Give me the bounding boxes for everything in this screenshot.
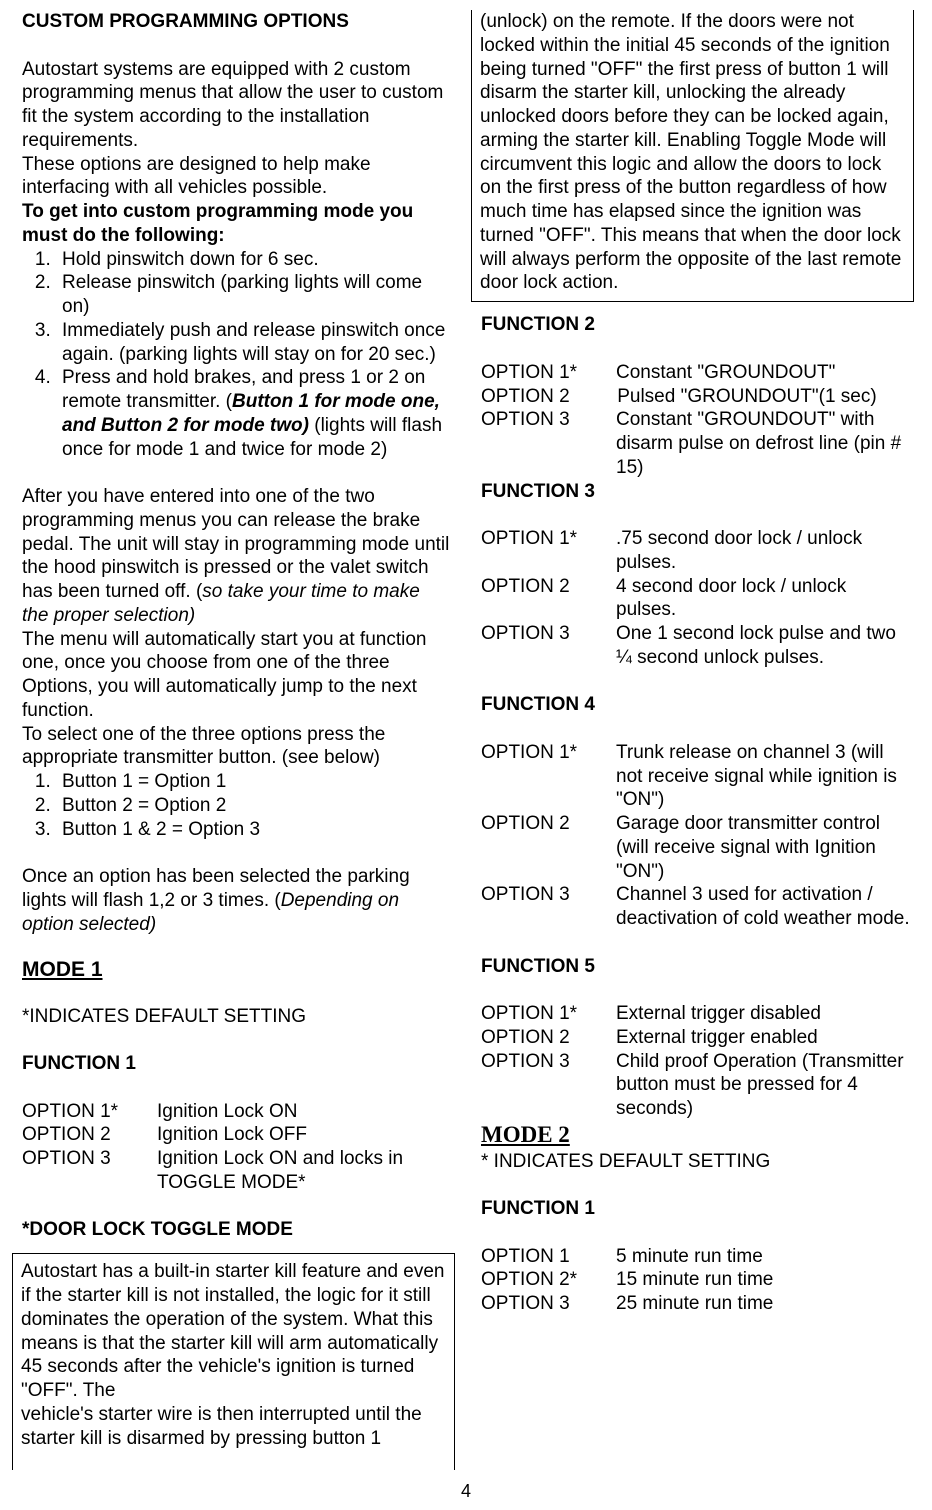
mode1-title: MODE 1 — [22, 957, 451, 983]
paragraph: After you have entered into one of the t… — [22, 485, 451, 628]
option-row: OPTION 3Channel 3 used for activation / … — [481, 883, 910, 931]
option-label: OPTION 2 — [481, 386, 570, 407]
option-desc: Pulsed "GROUNDOUT"(1 sec) — [617, 386, 876, 407]
list-item: Button 1 = Option 1 — [56, 770, 451, 794]
option-row: OPTION 1*External trigger disabled — [481, 1002, 910, 1026]
option-row: OPTION 3Child proof Operation (Transmitt… — [481, 1050, 910, 1121]
option-desc: .75 second door lock / unlock pulses. — [616, 527, 910, 575]
intro-paragraph: These options are designed to help make … — [22, 153, 451, 201]
option-row: OPTION 15 minute run time — [481, 1245, 910, 1269]
paragraph: To select one of the three options press… — [22, 723, 451, 771]
option-label: OPTION 2 — [481, 812, 616, 883]
option-row: OPTION 24 second door lock / unlock puls… — [481, 575, 910, 623]
toggle-mode-box-part1: Autostart has a built-in starter kill fe… — [12, 1253, 455, 1403]
option-label: OPTION 3 — [481, 622, 616, 670]
option-label: OPTION 2* — [481, 1268, 616, 1292]
option-desc: 4 second door lock / unlock pulses. — [616, 575, 910, 623]
option-label: OPTION 2 — [481, 1026, 616, 1050]
option-label: OPTION 1* — [481, 527, 616, 575]
option-label: OPTION 3 — [481, 883, 616, 931]
paragraph: Once an option has been selected the par… — [22, 865, 451, 936]
page-number: 4 — [0, 1480, 932, 1509]
option-row: OPTION 2 Pulsed "GROUNDOUT"(1 sec) — [481, 385, 910, 409]
option-row: OPTION 2*15 minute run time — [481, 1268, 910, 1292]
function-title: FUNCTION 1 — [22, 1052, 451, 1076]
list-item: Release pinswitch (parking lights will c… — [56, 271, 451, 319]
list-item: Button 1 & 2 = Option 3 — [56, 818, 451, 842]
option-row: OPTION 2Garage door transmitter control … — [481, 812, 910, 883]
option-label: OPTION 3 — [481, 1292, 616, 1316]
entry-steps-list: Hold pinswitch down for 6 sec. Release p… — [22, 248, 451, 462]
intro-instruction: To get into custom programming mode you … — [22, 200, 451, 248]
function-title: FUNCTION 3 — [481, 480, 910, 504]
option-desc: External trigger enabled — [616, 1026, 910, 1050]
option-desc: Ignition Lock ON — [157, 1100, 451, 1124]
option-label: OPTION 2 — [22, 1123, 157, 1147]
option-row: OPTION 3One 1 second lock pulse and two … — [481, 622, 910, 670]
option-row: OPTION 1*Trunk release on channel 3 (wil… — [481, 741, 910, 812]
option-row: OPTION 1*Ignition Lock ON — [22, 1100, 451, 1124]
default-note: *INDICATES DEFAULT SETTING — [22, 1005, 451, 1029]
option-label: OPTION 1* — [481, 741, 616, 812]
function-title: FUNCTION 2 — [481, 313, 910, 337]
option-label: OPTION 1* — [22, 1100, 157, 1124]
option-label: OPTION 1 — [481, 1245, 616, 1269]
list-item: Button 2 = Option 2 — [56, 794, 451, 818]
list-item: Hold pinswitch down for 6 sec. — [56, 248, 451, 272]
list-item: Press and hold brakes, and press 1 or 2 … — [56, 366, 451, 461]
option-label: OPTION 1* — [481, 1002, 616, 1026]
option-label: OPTION 3 — [481, 408, 616, 479]
option-desc: Channel 3 used for activation / deactiva… — [616, 883, 910, 931]
option-desc: Constant "GROUNDOUT" with disarm pulse o… — [616, 408, 910, 479]
option-row: OPTION 3Constant "GROUNDOUT" with disarm… — [481, 408, 910, 479]
default-note: * INDICATES DEFAULT SETTING — [481, 1150, 910, 1174]
option-desc: Garage door transmitter control (will re… — [616, 812, 910, 883]
option-desc: 5 minute run time — [616, 1245, 910, 1269]
function-title: FUNCTION 4 — [481, 693, 910, 717]
option-row: OPTION 2External trigger enabled — [481, 1026, 910, 1050]
option-label: OPTION 3 — [22, 1147, 157, 1195]
option-desc: Constant "GROUNDOUT" — [616, 361, 910, 385]
toggle-mode-title: *DOOR LOCK TOGGLE MODE — [22, 1218, 451, 1242]
function-title: FUNCTION 5 — [481, 955, 910, 979]
option-row: OPTION 325 minute run time — [481, 1292, 910, 1316]
option-desc: Child proof Operation (Transmitter butto… — [616, 1050, 910, 1121]
option-row: OPTION 2Ignition Lock OFF — [22, 1123, 451, 1147]
option-label: OPTION 1* — [481, 361, 616, 385]
option-row: OPTION 3Ignition Lock ON and locks in TO… — [22, 1147, 451, 1195]
mode2-title: MODE 2 — [481, 1121, 910, 1150]
option-row: OPTION 1*Constant "GROUNDOUT" — [481, 361, 910, 385]
intro-paragraph: Autostart systems are equipped with 2 cu… — [22, 58, 451, 153]
page-heading: CUSTOM PROGRAMMING OPTIONS — [22, 10, 451, 34]
option-desc: Ignition Lock OFF — [157, 1123, 451, 1147]
option-desc: 25 minute run time — [616, 1292, 910, 1316]
function-title: FUNCTION 1 — [481, 1197, 910, 1221]
paragraph: Autostart has a built-in starter kill fe… — [21, 1260, 446, 1403]
option-desc: External trigger disabled — [616, 1002, 910, 1026]
option-label: OPTION 3 — [481, 1050, 616, 1121]
paragraph: The menu will automatically start you at… — [22, 628, 451, 723]
option-desc: One 1 second lock pulse and two ¼ second… — [616, 622, 910, 670]
option-desc: Trunk release on channel 3 (will not rec… — [616, 741, 910, 812]
list-item: Immediately push and release pinswitch o… — [56, 319, 451, 367]
option-row: OPTION 1*.75 second door lock / unlock p… — [481, 527, 910, 575]
button-map-list: Button 1 = Option 1 Button 2 = Option 2 … — [22, 770, 451, 841]
option-label: OPTION 2 — [481, 575, 616, 623]
option-desc: 15 minute run time — [616, 1268, 910, 1292]
document-page: CUSTOM PROGRAMMING OPTIONS Autostart sys… — [0, 0, 932, 1480]
option-desc: Ignition Lock ON and locks in TOGGLE MOD… — [157, 1147, 451, 1195]
